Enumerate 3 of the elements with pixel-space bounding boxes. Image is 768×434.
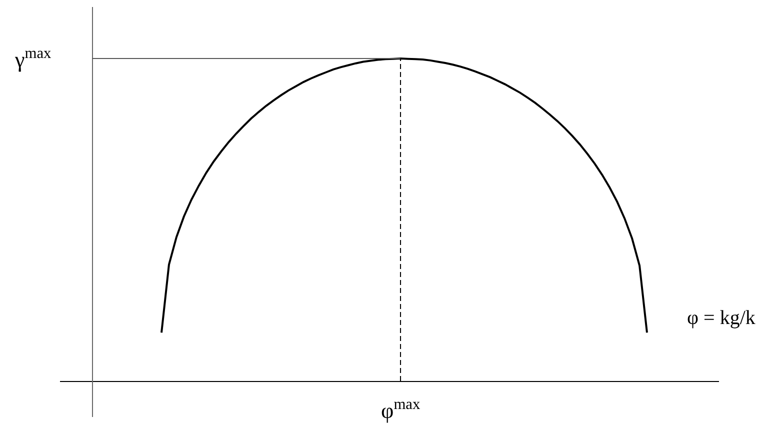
ref-line-label: γ$^{max}$ <box>14 45 52 72</box>
x-axis-title: φ = kg/k <box>687 307 756 329</box>
text: φ$^{max}$ <box>381 396 420 424</box>
